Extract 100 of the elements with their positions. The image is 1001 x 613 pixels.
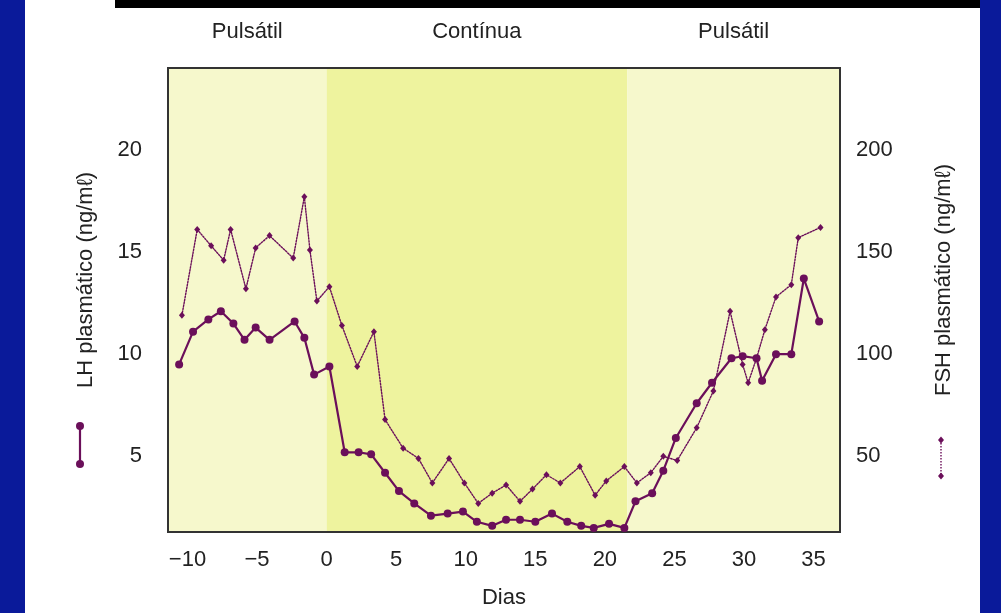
- point: [674, 456, 681, 464]
- point: [313, 297, 320, 305]
- x-tick-label: 25: [662, 546, 687, 571]
- point: [367, 450, 376, 459]
- point: [761, 326, 768, 334]
- point: [446, 454, 453, 462]
- point: [475, 499, 482, 507]
- point: [489, 489, 496, 497]
- point: [354, 448, 363, 457]
- point: [458, 507, 467, 516]
- point: [394, 487, 403, 496]
- point: [620, 523, 629, 532]
- point: [727, 307, 734, 315]
- point: [605, 519, 614, 528]
- point: [443, 509, 452, 518]
- point: [815, 317, 824, 326]
- point: [529, 485, 536, 493]
- point: [410, 499, 419, 508]
- point: [648, 489, 657, 498]
- point: [799, 274, 808, 283]
- point: [382, 416, 389, 424]
- point: [194, 225, 201, 233]
- y2-axis-title: FSH plasmático (ng/mℓ): [930, 163, 955, 397]
- point: [592, 491, 599, 499]
- point: [370, 328, 377, 336]
- y-tick-label: 15: [117, 237, 142, 263]
- point: [189, 327, 198, 336]
- point: [576, 463, 583, 471]
- point: [325, 362, 334, 371]
- point: [787, 350, 796, 359]
- point: [252, 244, 259, 252]
- x-tick-label: −5: [244, 546, 270, 571]
- point: [429, 479, 436, 487]
- point: [563, 517, 572, 526]
- point: [426, 511, 435, 520]
- point: [633, 479, 640, 487]
- point: [229, 319, 238, 328]
- y-tick-label: 10: [117, 340, 142, 366]
- point: [557, 479, 564, 487]
- point: [300, 333, 309, 342]
- x-tick-label: −10: [168, 546, 207, 571]
- point: [647, 469, 654, 477]
- point: [660, 452, 667, 460]
- point: [671, 433, 680, 442]
- point: [220, 256, 227, 264]
- point: [745, 379, 752, 387]
- point: [326, 283, 333, 291]
- point: [772, 350, 780, 359]
- y-axis-title: LH plasmático (ng/mℓ): [72, 171, 97, 389]
- point: [488, 521, 497, 530]
- x-tick-label: 15: [523, 546, 548, 571]
- point: [773, 293, 779, 301]
- band-label: Pulsátil: [698, 18, 770, 43]
- point: [415, 454, 422, 462]
- point: [517, 497, 523, 505]
- x-tick-label: 35: [801, 546, 826, 571]
- point: [817, 223, 824, 231]
- point: [240, 335, 249, 344]
- point: [548, 509, 556, 518]
- point: [692, 399, 701, 408]
- point: [340, 448, 349, 457]
- point: [204, 315, 213, 324]
- point: [266, 232, 273, 240]
- point: [472, 517, 481, 526]
- point: [543, 471, 550, 479]
- band-label: Contínua: [432, 18, 523, 43]
- point: [251, 323, 260, 332]
- point: [708, 378, 716, 387]
- point: [502, 515, 511, 524]
- point: [338, 322, 345, 330]
- point: [178, 311, 185, 319]
- x-axis-title: Dias: [481, 584, 527, 609]
- point: [795, 234, 802, 242]
- y2-tick-label: 100: [856, 340, 893, 366]
- point: [727, 354, 736, 363]
- point: [516, 515, 524, 524]
- point: [739, 360, 746, 368]
- point: [301, 193, 308, 201]
- point: [461, 479, 468, 487]
- point: [242, 285, 249, 293]
- point: [265, 335, 274, 344]
- point: [758, 376, 767, 385]
- point: [710, 387, 717, 395]
- point: [216, 307, 225, 316]
- point: [693, 424, 700, 432]
- x-tick-label: 0: [320, 546, 333, 571]
- x-tick-label: 30: [731, 546, 757, 571]
- point: [208, 242, 215, 250]
- point: [175, 360, 184, 369]
- point: [290, 254, 297, 262]
- point: [788, 281, 795, 289]
- point: [631, 497, 640, 506]
- point: [577, 521, 586, 530]
- y-tick-label: 5: [129, 442, 142, 468]
- x-tick-label: 10: [453, 546, 478, 571]
- y-tick-label: 20: [117, 135, 142, 161]
- point: [659, 466, 668, 475]
- point: [306, 246, 313, 254]
- point: [531, 517, 540, 526]
- x-tick-label: 5: [390, 546, 403, 571]
